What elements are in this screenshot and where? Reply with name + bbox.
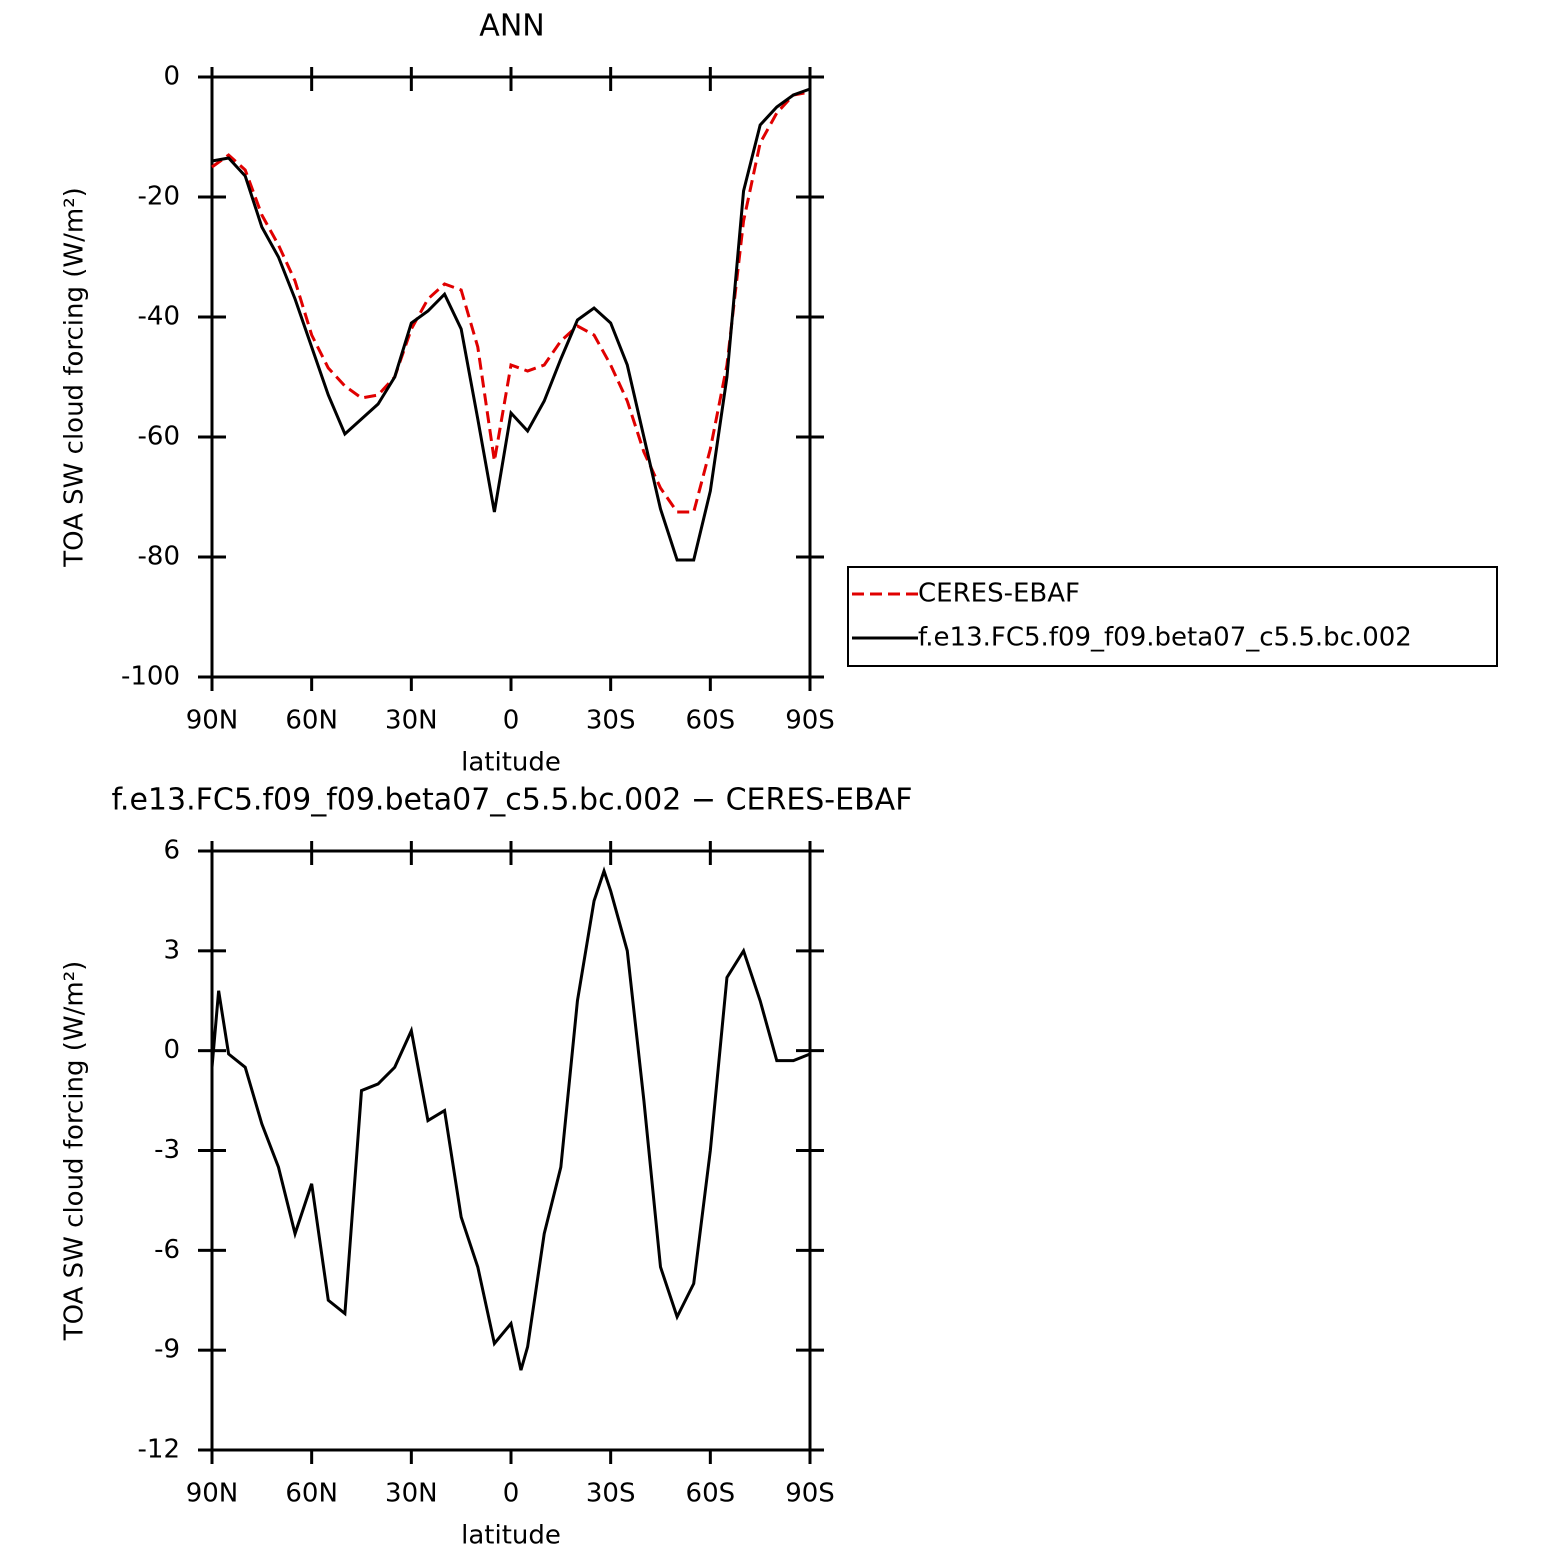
x-tick-label: 90S [785,1479,835,1509]
y-tick-label: 0 [163,62,180,92]
x-tick-label: 30S [586,706,636,736]
y-tick-label: -6 [154,1235,180,1265]
y-axis-label: TOA SW cloud forcing (W/m²) [60,961,90,1342]
data-line [211,90,811,514]
y-tick-label: -100 [121,662,180,692]
x-tick-label: 60S [686,1479,736,1509]
x-tick-label: 60N [285,706,338,736]
x-axis-label: latitude [461,748,561,778]
x-axis-label: latitude [461,1521,561,1551]
plot-frame [210,75,812,679]
data-line [211,87,811,562]
x-tick-label: 30S [586,1479,636,1509]
x-tick-label: 90S [785,706,835,736]
x-tick-label: 60N [285,1479,338,1509]
y-tick-label: -9 [154,1335,180,1365]
y-tick-label: -3 [154,1135,180,1165]
y-axis-label: TOA SW cloud forcing (W/m²) [60,187,90,568]
y-tick-label: -80 [138,542,180,572]
y-tick-label: 3 [163,935,180,965]
legend-label: f.e13.FC5.f09_f09.beta07_c5.5.bc.002 [918,623,1412,653]
x-tick-label: 0 [503,706,520,736]
chart-title: ANN [479,9,544,44]
x-tick-label: 30N [385,1479,438,1509]
y-tick-label: -20 [138,182,180,212]
y-tick-label: -40 [138,302,180,332]
x-tick-label: 90N [186,1479,239,1509]
chart-title: f.e13.FC5.f09_f09.beta07_c5.5.bc.002 − C… [112,783,913,818]
y-tick-label: -12 [138,1435,180,1465]
x-tick-label: 0 [503,1479,520,1509]
plot-frame [210,849,812,1452]
x-tick-label: 60S [686,706,736,736]
x-tick-label: 90N [186,706,239,736]
y-tick-label: 0 [163,1035,180,1065]
y-tick-label: 6 [163,836,180,866]
data-line [210,866,811,1371]
x-tick-label: 30N [385,706,438,736]
y-tick-label: -60 [138,422,180,452]
legend-label: CERES-EBAF [918,579,1080,609]
legend-box [847,566,1498,667]
